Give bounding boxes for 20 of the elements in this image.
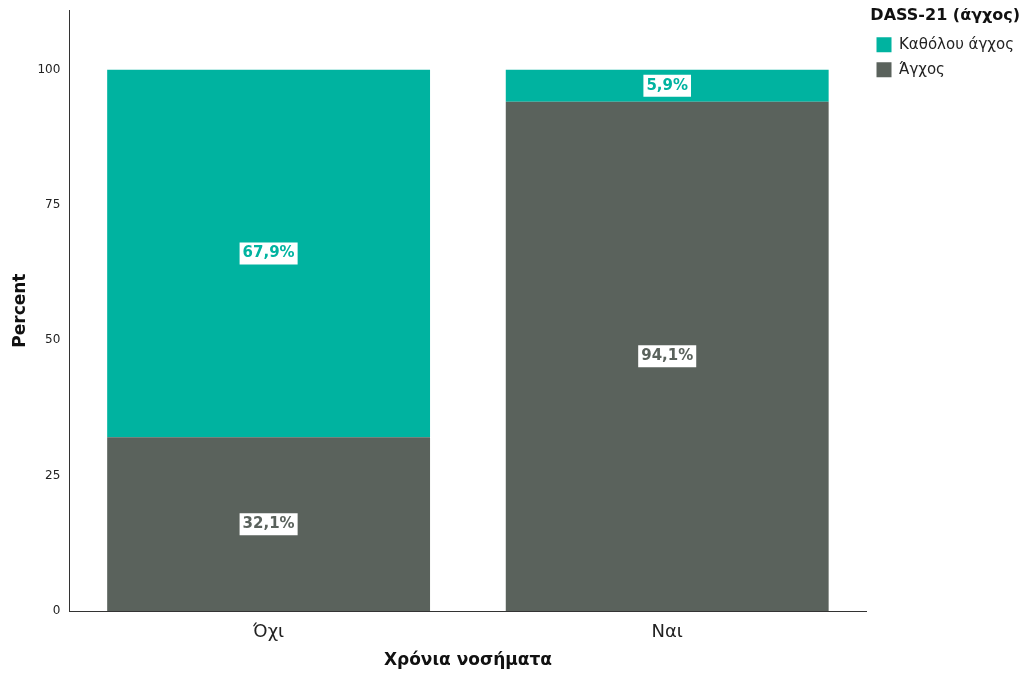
x-tick-label: Όχι (252, 620, 285, 642)
bar (505, 69, 829, 102)
x-tick-label: Ναι (651, 620, 683, 642)
y-axis-title: Percent (8, 273, 29, 348)
bar (107, 69, 431, 438)
data-label: 5,9% (646, 75, 689, 94)
data-label: 32,1% (242, 514, 295, 533)
y-tick-label: 0 (52, 603, 61, 618)
y-tick-label: 75 (45, 197, 61, 212)
data-label: 94,1% (641, 346, 694, 365)
y-tick-label: 25 (45, 467, 61, 482)
bar (505, 101, 829, 611)
data-label: 67,9% (242, 243, 295, 262)
y-tick-label: 100 (37, 61, 61, 76)
x-axis-title: Χρόνια νοσήματα (383, 649, 552, 670)
bar (107, 437, 431, 611)
y-tick-label: 50 (45, 332, 61, 347)
legend-title: DASS-21 (άγχος) (870, 5, 1021, 25)
legend-label: Άγχος (899, 59, 945, 78)
legend-label: Καθόλου άγχος (899, 34, 1015, 53)
